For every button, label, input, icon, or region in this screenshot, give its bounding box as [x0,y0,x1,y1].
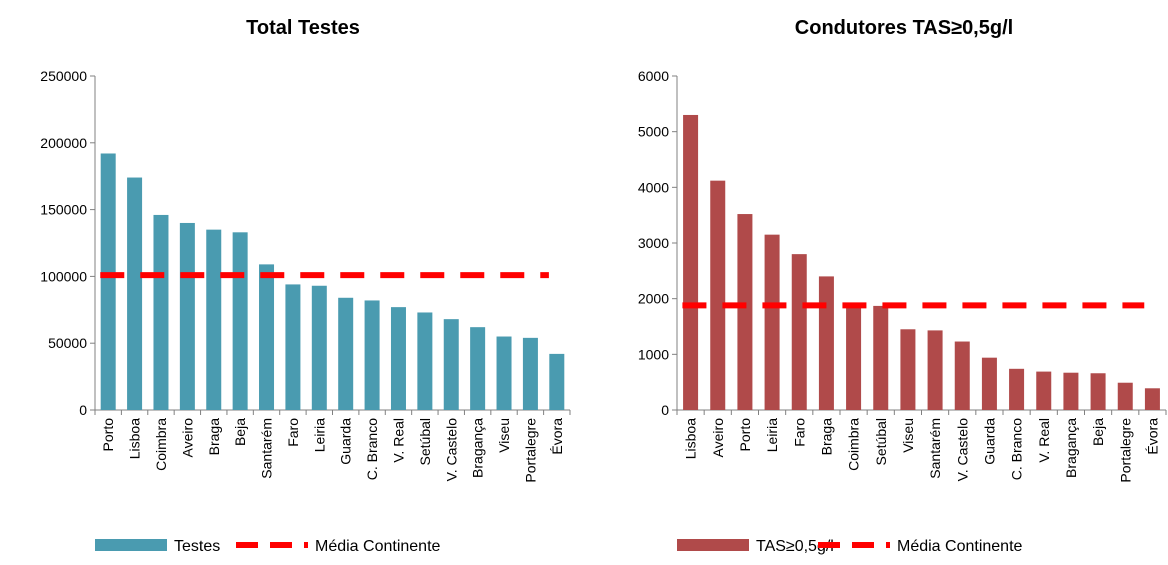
x-tick-label: Setúbal [417,418,433,465]
x-tick-label: V. Real [390,418,406,463]
bar [1117,382,1133,410]
chart-1: Total Testes 0 50000 100000 150000 200000 2500… [40,17,571,555]
bar [818,276,834,410]
chart-2: Condutores TAS≥0,5g/l 0 1000 2000 3000 4000 50… [638,17,1167,555]
bar [737,214,753,410]
bar [417,312,433,410]
bar [443,319,459,410]
bar [311,285,327,410]
bar [873,305,889,410]
bar [496,336,512,410]
x-tick-label: Porto [737,418,753,452]
x-tick-label: Setúbal [873,418,889,465]
legend-label-average: Média Continente [897,538,1023,555]
x-tick-label: Guarda [338,418,354,465]
legend-label-bars: Testes [174,538,220,555]
bar [470,327,486,410]
x-tick-label: Leiria [311,418,327,452]
bar [549,353,565,410]
x-tick-label: Aveiro [710,418,726,458]
x-tick-label: Bragança [1063,418,1079,478]
x-tick-label: Faro [285,418,301,447]
x-tick-label: Viseu [900,418,916,453]
bar [1036,371,1052,410]
y-tick-label: 5000 [638,124,669,140]
x-tick-label: Viseu [496,418,512,453]
x-tick-label: Guarda [981,418,997,465]
bar [179,222,195,410]
y-tick-label: 3000 [638,235,669,251]
x-tick-label: C. Branco [364,418,380,480]
x-tick-label: Braga [206,418,222,456]
y-tick-label: 0 [661,402,669,418]
legend-label-bars: TAS≥0,5g/l [756,538,834,555]
x-tick-label: Évora [549,418,565,455]
bar [100,153,116,410]
y-tick-label: 6000 [638,68,669,84]
x-tick-label: Évora [1144,418,1160,455]
x-tick-label: Lisboa [127,418,143,459]
y-tick-label: 1000 [638,346,669,362]
bar [206,229,222,410]
y-tick-label: 250000 [40,68,87,84]
x-tick-label: Leiria [764,418,780,452]
bar [927,330,943,410]
y-tick-label: 100000 [40,268,87,284]
x-tick-label: Faro [791,418,807,447]
x-tick-label: V. Real [1036,418,1052,463]
bar [338,297,354,410]
x-tick-label: Porto [100,418,116,452]
x-tick-label: Lisboa [683,418,699,459]
legend-label-average: Média Continente [315,538,441,555]
x-tick-label: Beja [232,418,248,446]
chart-title: Total Testes [246,17,360,39]
y-tick-label: 50000 [48,335,87,351]
bar [364,300,380,410]
y-tick-label: 2000 [638,291,669,307]
x-tick-label: Portalegre [1117,418,1133,483]
x-tick-label: Portalegre [522,418,538,483]
bar [127,177,143,410]
bar [1090,373,1106,410]
bar [1144,388,1160,410]
x-tick-label: Santarém [927,418,943,479]
bar [390,307,406,410]
bar [232,232,248,410]
bar [954,341,970,410]
bar [710,180,726,410]
bar [683,114,699,410]
x-tick-label: Beja [1090,418,1106,446]
x-tick-label: Coimbra [153,418,169,471]
x-tick-label: Coimbra [846,418,862,471]
x-tick-label: V. Castelo [954,418,970,482]
x-tick-label: C. Branco [1009,418,1025,480]
x-tick-label: V. Castelo [443,418,459,482]
bar [1063,372,1079,410]
legend-swatch-bars [95,539,167,551]
x-tick-label: Bragança [470,418,486,478]
legend-swatch-bars [677,539,749,551]
y-tick-label: 0 [79,402,87,418]
chart-title: Condutores TAS≥0,5g/l [795,17,1013,39]
bar [259,264,275,410]
bar [900,329,916,410]
y-tick-label: 4000 [638,179,669,195]
bar [764,234,780,410]
y-tick-label: 200000 [40,135,87,151]
y-tick-label: 150000 [40,202,87,218]
bar [522,337,538,410]
bar [153,214,169,410]
x-tick-label: Braga [818,418,834,456]
bar [285,284,301,410]
bar [1009,368,1025,410]
x-tick-label: Aveiro [179,418,195,458]
bar [791,254,807,410]
bar [846,304,862,410]
x-tick-label: Santarém [259,418,275,479]
bar [981,357,997,410]
